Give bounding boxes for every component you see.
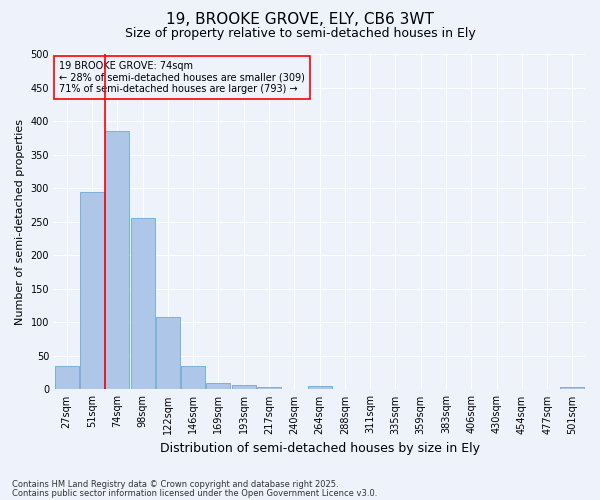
Bar (80, 192, 104, 390)
Bar (156, 317, 180, 390)
Y-axis label: Number of semi-detached properties: Number of semi-detached properties (15, 118, 25, 324)
Bar (560, 386, 584, 390)
X-axis label: Distribution of semi-detached houses by size in Ely: Distribution of semi-detached houses by … (160, 442, 479, 455)
Text: Contains public sector information licensed under the Open Government Licence v3: Contains public sector information licen… (12, 488, 377, 498)
Bar (206, 382, 230, 390)
Bar (55, 366, 79, 390)
Text: 19, BROOKE GROVE, ELY, CB6 3WT: 19, BROOKE GROVE, ELY, CB6 3WT (166, 12, 434, 28)
Bar (181, 366, 205, 390)
Bar (105, 131, 129, 390)
Bar (131, 218, 155, 390)
Bar (257, 386, 281, 390)
Text: 19 BROOKE GROVE: 74sqm
← 28% of semi-detached houses are smaller (309)
71% of se: 19 BROOKE GROVE: 74sqm ← 28% of semi-det… (59, 60, 305, 94)
Bar (232, 386, 256, 390)
Text: Contains HM Land Registry data © Crown copyright and database right 2025.: Contains HM Land Registry data © Crown c… (12, 480, 338, 489)
Text: Size of property relative to semi-detached houses in Ely: Size of property relative to semi-detach… (125, 28, 475, 40)
Bar (308, 386, 332, 390)
